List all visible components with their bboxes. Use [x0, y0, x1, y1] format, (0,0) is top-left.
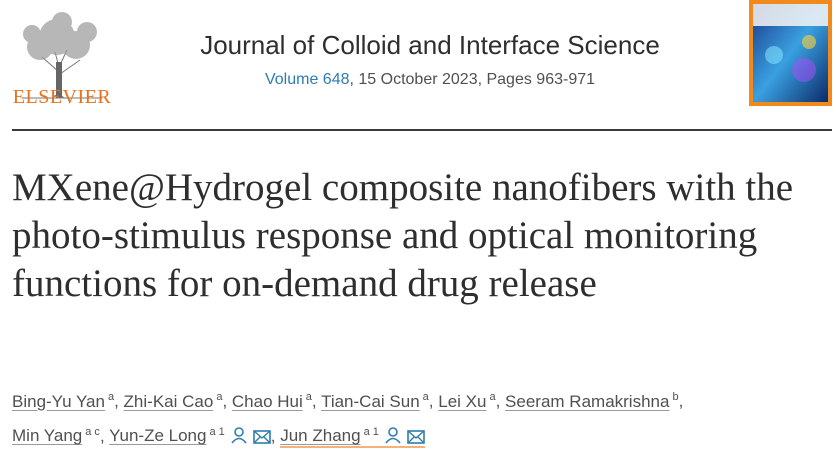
- author-name[interactable]: Tian-Cai Sun: [321, 391, 420, 411]
- author-name[interactable]: Chao Hui: [231, 391, 303, 411]
- affiliation-sup[interactable]: a: [422, 391, 429, 403]
- header-rule: [12, 129, 832, 131]
- publisher: ELSEVIER: [12, 86, 112, 108]
- affiliation-sup[interactable]: a 1: [363, 425, 379, 438]
- separator: ,: [99, 426, 105, 446]
- publisher-logo: [22, 12, 102, 99]
- author: Chao Hui a: [231, 391, 312, 411]
- separator: ,: [114, 391, 119, 411]
- author: Bing-Yu Yan a: [12, 391, 115, 411]
- author: Zhi-Kai Cao a: [123, 391, 223, 411]
- person-icon[interactable]: [231, 427, 247, 444]
- separator: ,: [270, 426, 276, 446]
- separator: ,: [495, 391, 501, 411]
- author-name[interactable]: Seeram Ramakrishna: [505, 391, 670, 411]
- affiliation-sup[interactable]: a: [489, 391, 496, 403]
- person-icon[interactable]: [385, 427, 401, 444]
- article-title: MXene@Hydrogel composite nanofibers with…: [12, 166, 794, 305]
- author: Seeram Ramakrishna b: [505, 391, 679, 411]
- author-name[interactable]: Lei Xu: [438, 391, 487, 411]
- author: Lei Xu a: [438, 391, 496, 411]
- affiliation-sup[interactable]: a: [305, 391, 312, 403]
- separator: ,: [678, 391, 684, 411]
- author-list: Bing-Yu Yan a, Zhi-Kai Cao a, Chao Hui a, T…: [12, 382, 772, 451]
- author: Yun-Ze Long a 1: [109, 426, 271, 445]
- author-name[interactable]: Jun Zhang: [280, 426, 361, 446]
- author-name[interactable]: Bing-Yu Yan: [12, 391, 105, 411]
- author: Jun Zhang a 1: [280, 425, 425, 449]
- author-name[interactable]: Zhi-Kai Cao: [123, 391, 214, 411]
- affiliation-sup[interactable]: a: [107, 391, 115, 403]
- email-icon[interactable]: [252, 430, 271, 445]
- volume-link[interactable]: Volume 648: [264, 71, 350, 88]
- separator: ,: [222, 391, 228, 411]
- issue-info: , 15 October 2023, Pages 963-971: [349, 71, 596, 88]
- affiliation-sup[interactable]: a 1: [209, 425, 225, 438]
- journal-cover[interactable]: [749, 0, 832, 106]
- affiliation-sup[interactable]: a: [216, 391, 223, 403]
- author-name[interactable]: Min Yang: [12, 426, 83, 446]
- affiliation-sup[interactable]: a c: [85, 425, 100, 438]
- author: Min Yang a c: [12, 425, 100, 446]
- email-icon[interactable]: [407, 430, 425, 445]
- author: Tian-Cai Sun a: [321, 391, 429, 411]
- separator: ,: [428, 391, 434, 411]
- author-name[interactable]: Yun-Ze Long: [109, 426, 207, 446]
- journal-title[interactable]: Journal of Colloid and Interface Science: [200, 30, 660, 60]
- affiliation-sup[interactable]: b: [672, 391, 679, 403]
- separator: ,: [311, 391, 317, 411]
- volume-line: Volume 648, 15 October 2023, Pages 963-9…: [130, 71, 730, 89]
